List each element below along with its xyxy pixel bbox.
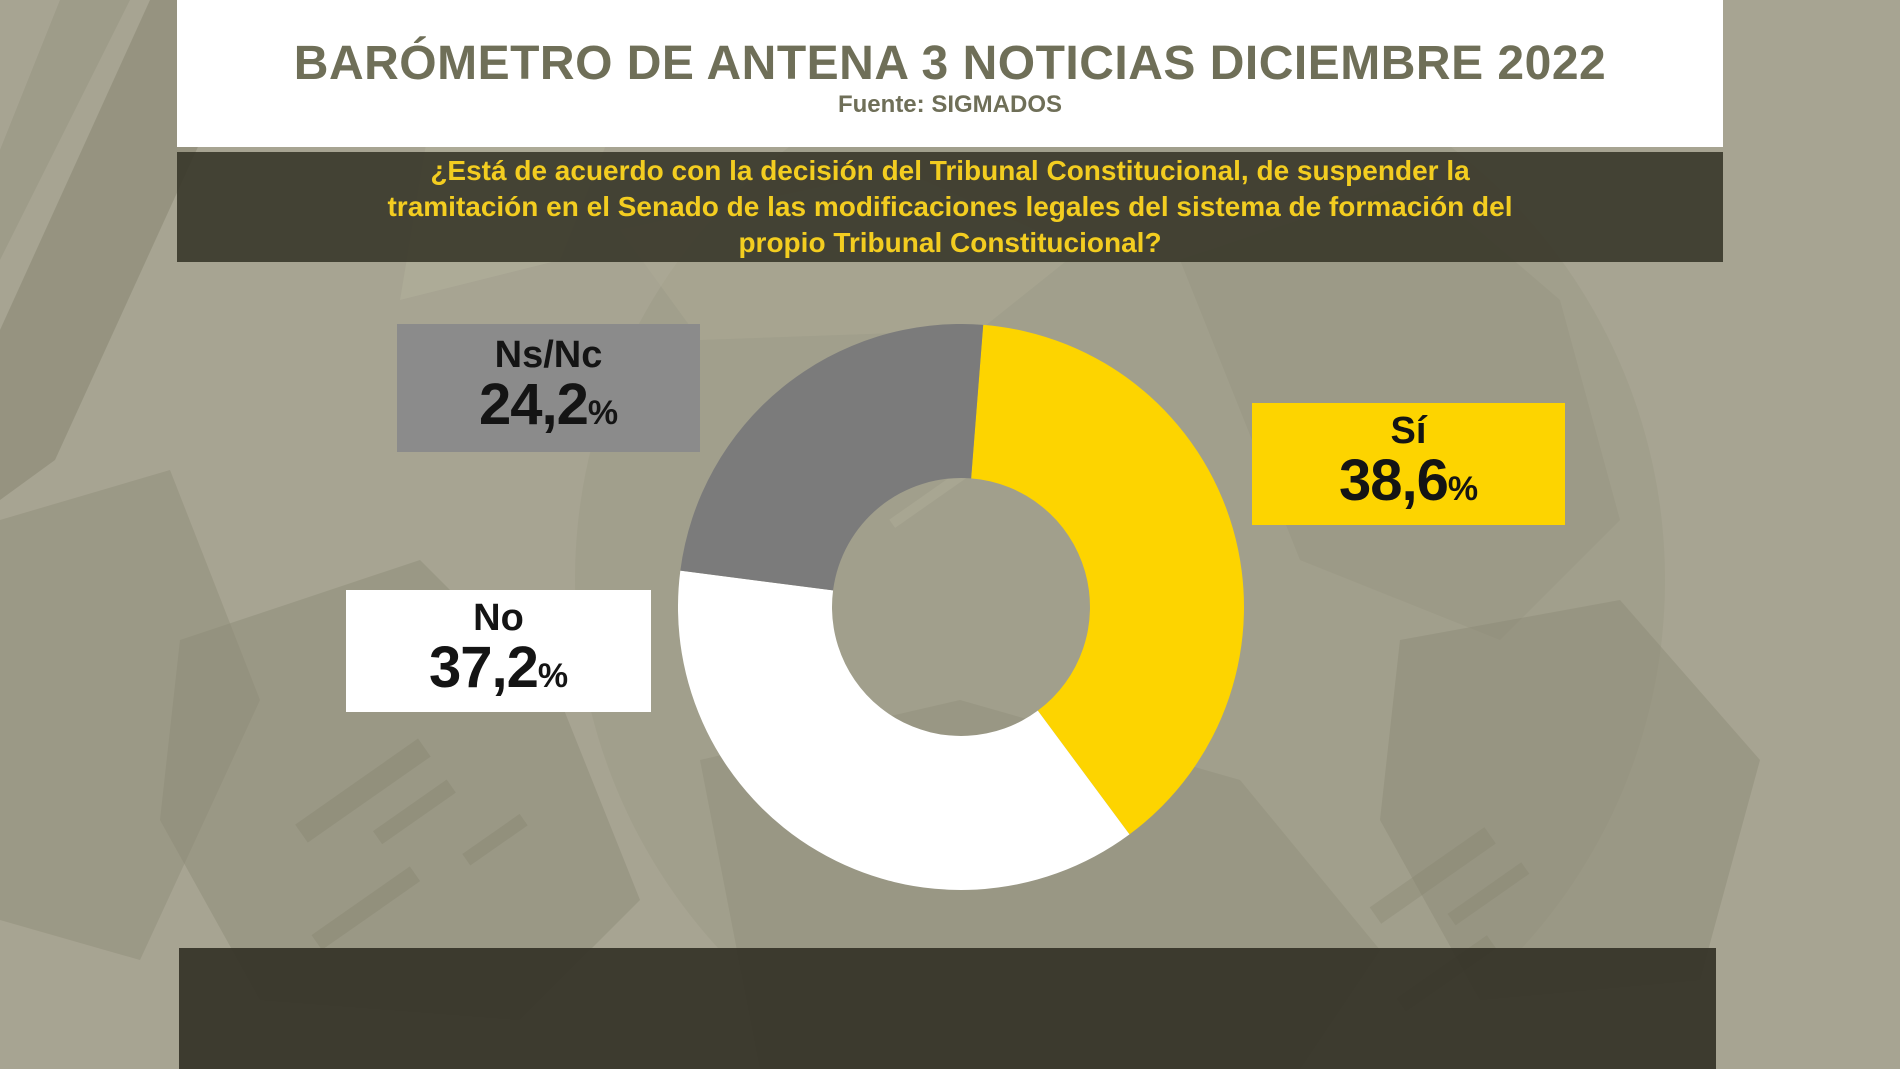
- callout-nsnc: Ns/Nc 24,2%: [397, 324, 700, 452]
- callout-si-value: 38,6%: [1338, 448, 1479, 513]
- callout-nsnc-label: Ns/Nc: [494, 334, 603, 376]
- source-label: Fuente: SIGMADOS: [837, 90, 1062, 118]
- question-line-3: propio Tribunal Constitucional?: [738, 227, 1162, 258]
- header-banner: BARÓMETRO DE ANTENA 3 NOTICIAS DICIEMBRE…: [177, 0, 1723, 147]
- question-line-2: tramitación en el Senado de las modifica…: [387, 191, 1513, 222]
- question-line-1: ¿Está de acuerdo con la decisión del Tri…: [430, 155, 1470, 186]
- donut-chart: [677, 323, 1244, 890]
- question-bar: ¿Está de acuerdo con la decisión del Tri…: [177, 152, 1723, 262]
- donut-slice-no: [677, 570, 1130, 890]
- donut-slice-nsnc: [680, 323, 984, 591]
- page-title: BARÓMETRO DE ANTENA 3 NOTICIAS DICIEMBRE…: [293, 36, 1607, 90]
- percent-sign: %: [587, 394, 619, 432]
- callout-si: Sí 38,6%: [1252, 403, 1565, 525]
- callout-no-value: 37,2%: [428, 635, 569, 700]
- callout-si-label: Sí: [1390, 410, 1427, 452]
- callout-no: No 37,2%: [346, 590, 651, 712]
- percent-sign: %: [537, 657, 569, 695]
- percent-sign: %: [1447, 470, 1479, 508]
- donut-slice-si: [971, 324, 1244, 835]
- callout-nsnc-value: 24,2%: [478, 372, 619, 437]
- callout-no-label: No: [473, 597, 524, 639]
- lower-third-bar: [179, 948, 1716, 1069]
